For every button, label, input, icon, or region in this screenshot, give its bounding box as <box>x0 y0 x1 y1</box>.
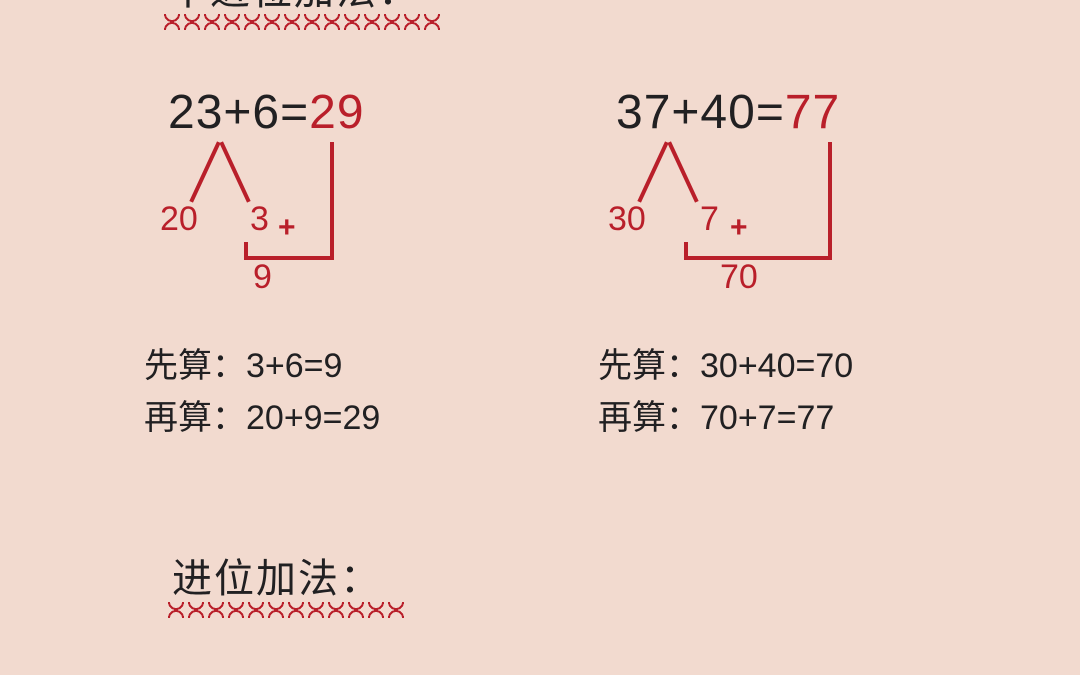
wavy-underline <box>166 610 406 618</box>
split-right-2: 7 <box>700 200 719 239</box>
step-expr: 70+7=77 <box>700 399 834 437</box>
equation-lhs: 37+40= <box>616 86 785 139</box>
step1-ex1: 先算：3+6=9 <box>144 338 342 387</box>
step-label: 再算： <box>598 399 700 437</box>
equation-2: 37+40=77 <box>616 85 840 140</box>
plus-icon: + <box>730 211 748 245</box>
split-left-1: 20 <box>160 200 198 239</box>
split-left-2: 30 <box>608 200 646 239</box>
step-expr: 30+40=70 <box>700 347 853 385</box>
step-expr: 20+9=29 <box>246 399 380 437</box>
plus-icon: + <box>278 211 296 245</box>
step2-ex1: 再算：20+9=29 <box>144 390 380 439</box>
split-right-1: 3 <box>250 200 269 239</box>
equation-1: 23+6=29 <box>168 85 365 140</box>
wavy-underline <box>162 14 442 22</box>
step-expr: 3+6=9 <box>246 347 342 385</box>
equation-answer: 77 <box>785 86 840 139</box>
step2-ex2: 再算：70+7=77 <box>598 390 834 439</box>
split-diagram-2 <box>608 140 908 300</box>
equation-lhs: 23+6= <box>168 86 309 139</box>
step-label: 再算： <box>144 399 246 437</box>
split-result-1: 9 <box>253 258 272 297</box>
step-label: 先算： <box>598 347 700 385</box>
equation-answer: 29 <box>309 86 364 139</box>
math-infographic: 不进位加法： 23+6=29 20 3 + 9 先算：3+6=9 再算：20+9… <box>0 0 1080 675</box>
step1-ex2: 先算：30+40=70 <box>598 338 853 387</box>
split-result-2: 70 <box>720 258 758 297</box>
bottom-heading: 进位加法： <box>172 546 382 604</box>
step-label: 先算： <box>144 347 246 385</box>
wavy-underline <box>166 602 406 610</box>
wavy-underline <box>162 22 442 30</box>
